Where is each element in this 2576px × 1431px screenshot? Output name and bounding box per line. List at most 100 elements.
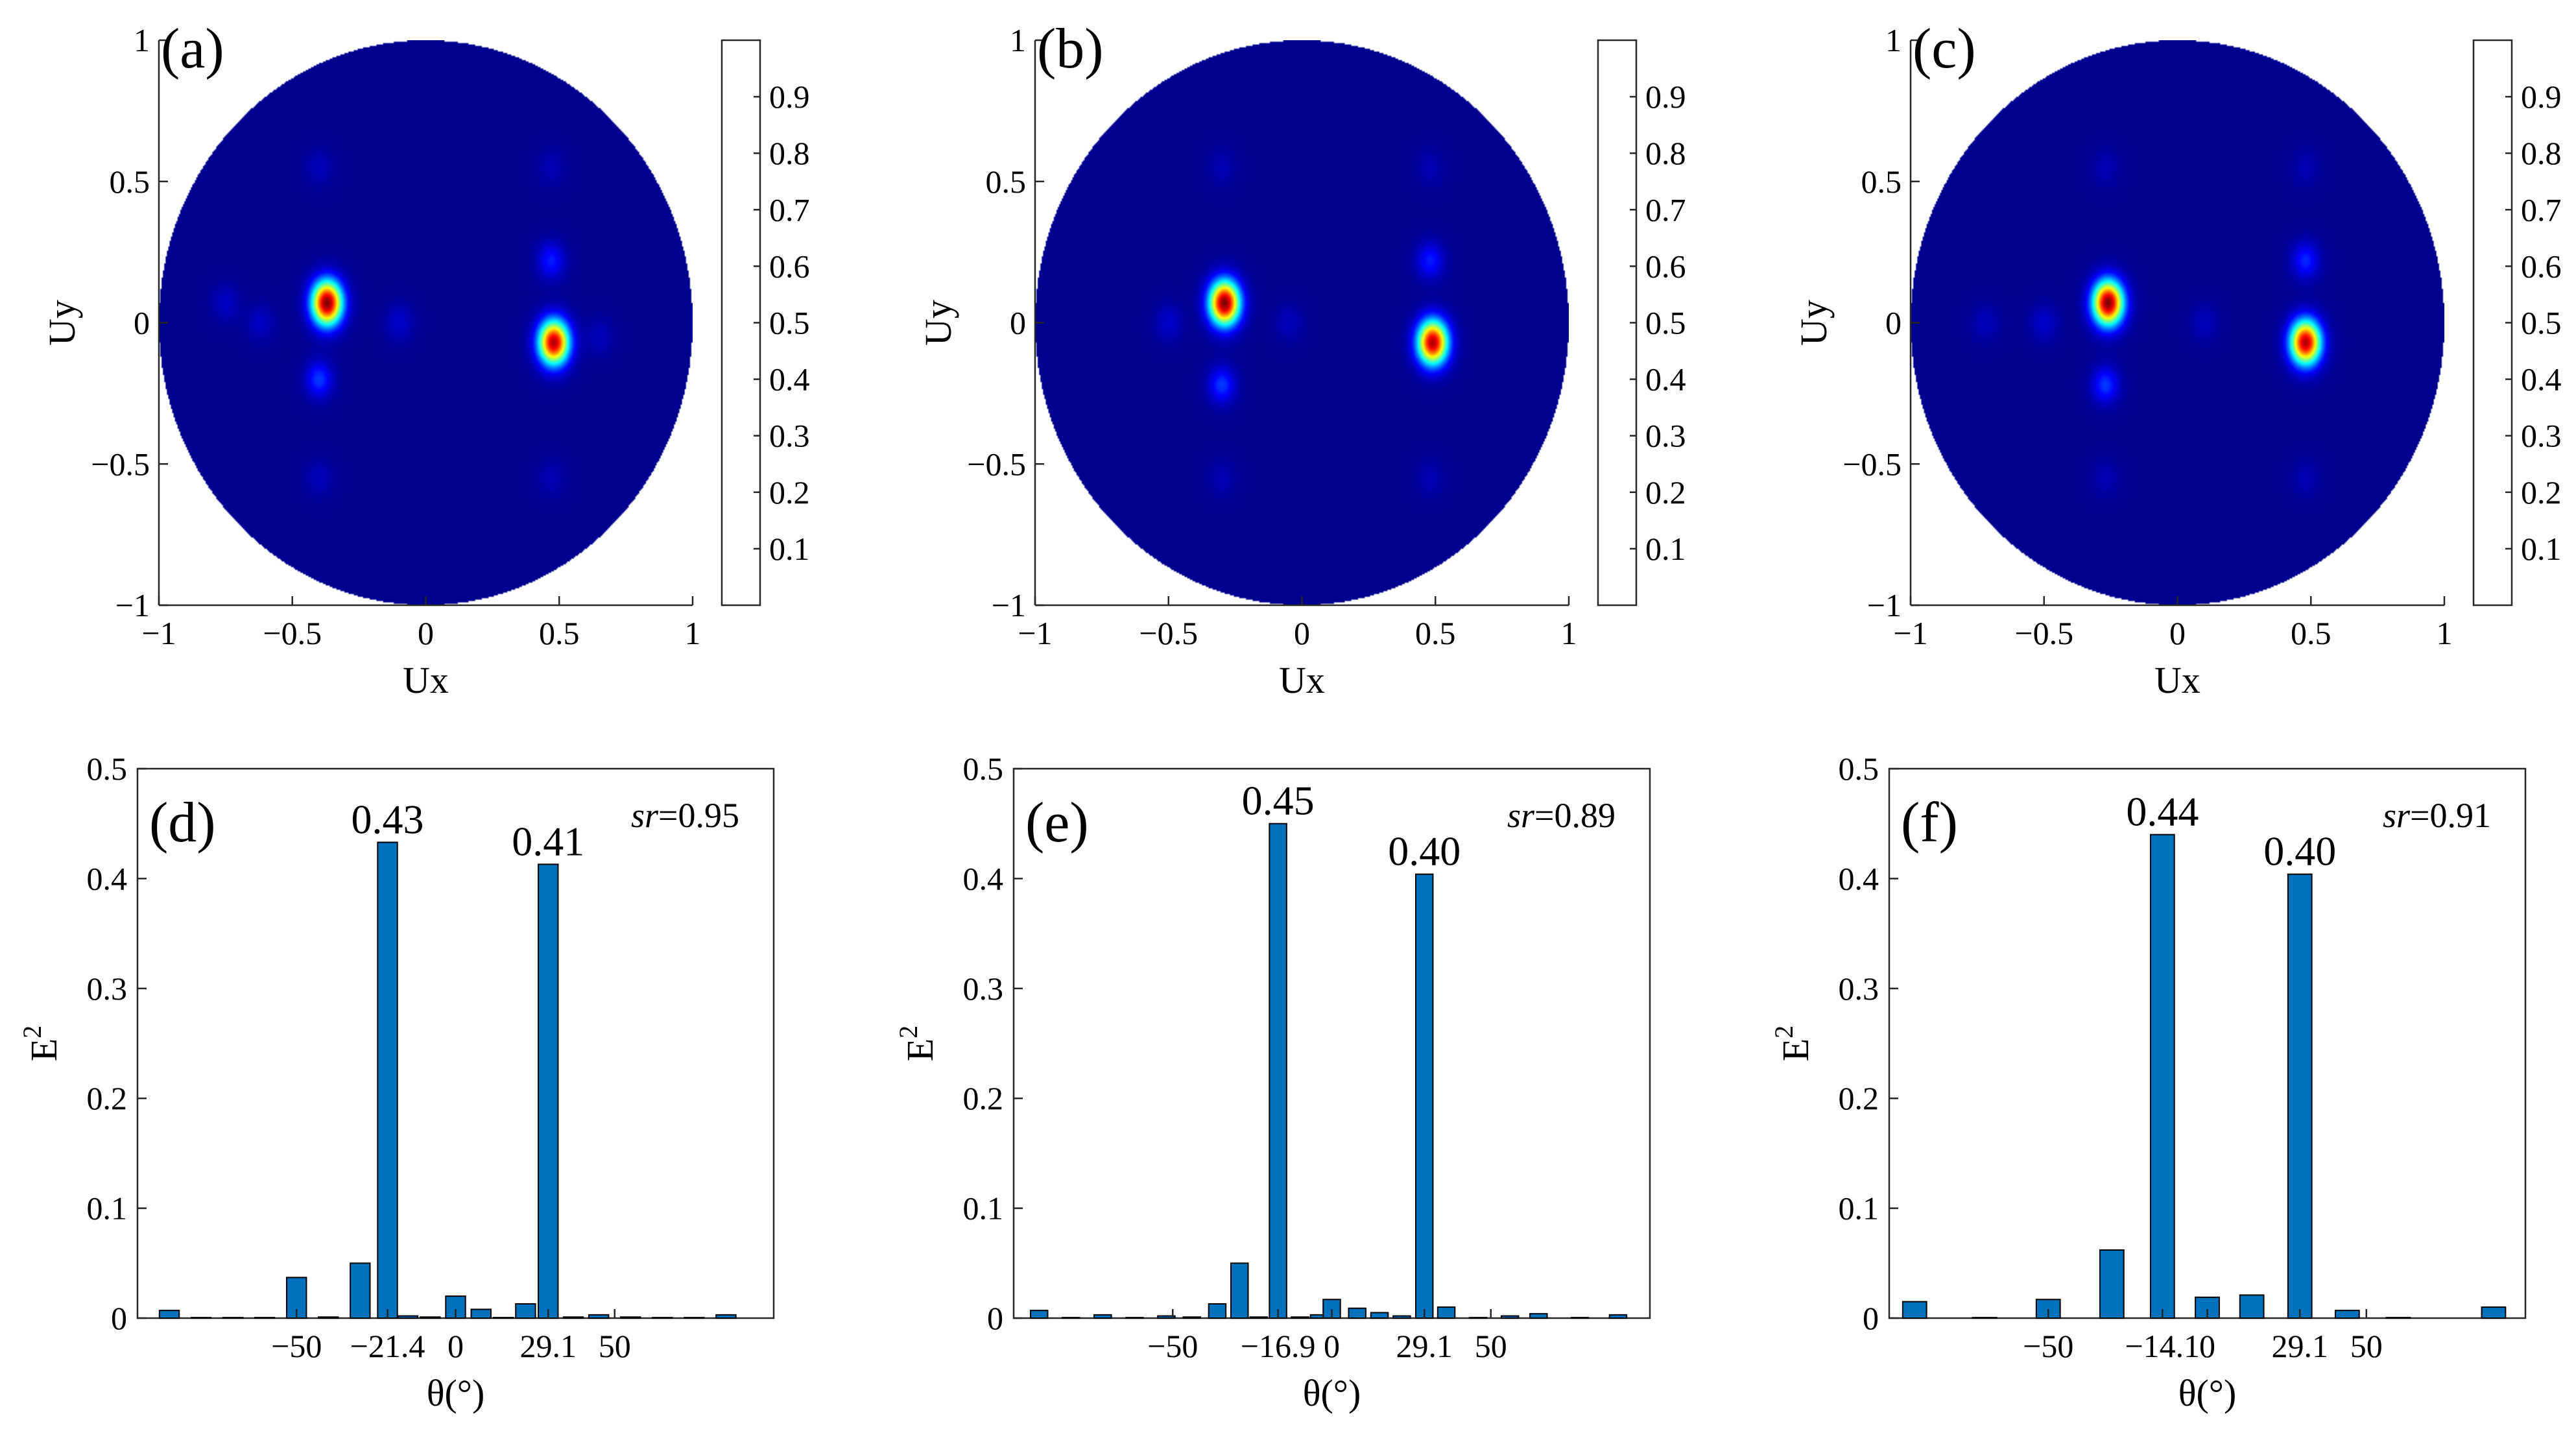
y-tick-label: −0.5	[91, 446, 150, 482]
bar	[1029, 1310, 1049, 1319]
x-tick-label: 29.1	[2271, 1328, 2328, 1364]
x-tick-label: −50	[1147, 1328, 1198, 1364]
y-tick-label: 0.1	[963, 1190, 1004, 1227]
y-tick-label: 0	[1863, 1300, 1879, 1336]
sr-value: =0.91	[2410, 796, 2491, 835]
y-axis-label-base: E	[1774, 1039, 1817, 1061]
bar	[350, 1262, 371, 1319]
y-tick-label: 0.5	[1839, 751, 1879, 787]
colorbar-tick-label: 0.3	[1645, 418, 1686, 454]
colorbar-tick-label: 0.4	[769, 361, 810, 398]
sr-value: =0.89	[1534, 796, 1616, 835]
bar	[715, 1314, 737, 1319]
panel-label: (a)	[161, 18, 224, 80]
y-tick-label: 0.2	[87, 1080, 128, 1116]
bar	[1230, 1262, 1249, 1319]
colorbar-tick-label: 0.3	[769, 418, 810, 454]
sr-symbol: sr	[2383, 796, 2411, 835]
y-tick-label: 0	[1010, 305, 1026, 341]
bar	[1570, 1317, 1590, 1319]
x-tick-label: −1	[141, 615, 176, 651]
bar	[1392, 1315, 1411, 1319]
heatmap-panel-b: −1 −0.5 0 0.5 1 −1 −0.5 0 0.5 1 Ux Uy (b) 0.1 0.2 0.3 0.…	[917, 18, 1686, 701]
bar	[588, 1314, 610, 1319]
y-axis-label: E2	[894, 1026, 941, 1061]
bar	[254, 1317, 276, 1319]
sr-label: sr=0.89	[1507, 796, 1616, 835]
bar-value-label: 0.40	[1388, 828, 1461, 874]
colorbar-tick-label: 0.6	[2521, 248, 2562, 284]
y-tick-label: 1	[1885, 22, 1902, 58]
colorbar-tick-label: 0.1	[769, 531, 810, 567]
axes-frame	[1888, 767, 2527, 1319]
y-tick-label: 0.2	[1839, 1080, 1879, 1116]
x-tick-label: 0	[2199, 1328, 2215, 1364]
y-tick-label: 0.2	[963, 1080, 1004, 1116]
y-tick-label: −1	[1867, 587, 1902, 623]
x-axis-label: Ux	[403, 659, 449, 701]
sr-label: sr=0.91	[2383, 796, 2491, 835]
radiation-pattern-disk	[1035, 40, 1569, 605]
bar	[2239, 1294, 2265, 1319]
x-tick-label: 29.1	[519, 1328, 577, 1364]
bar-panel-d: −50 −21.4 0 29.1 50 0 0.1 0.2 0.3 0.4 0.5 0.43 0.41 s…	[18, 751, 775, 1414]
x-tick-label: −21.4	[350, 1328, 425, 1364]
bar	[1500, 1315, 1520, 1319]
colorbar-tick-label: 0.3	[2521, 418, 2562, 454]
x-tick-label: −1	[1018, 615, 1052, 651]
colorbar-tick-label: 0.7	[2521, 191, 2562, 228]
colorbar-tick-label: 0.1	[1645, 531, 1686, 567]
x-axis-label: θ(°)	[1303, 1372, 1361, 1414]
colorbar-tick-label: 0.8	[2521, 135, 2562, 171]
panel-label: (f)	[1901, 791, 1958, 854]
y-axis-label-superscript: 2	[894, 1026, 923, 1039]
x-axis-label: Ux	[2154, 659, 2200, 701]
y-axis-label-superscript: 2	[1769, 1026, 1798, 1039]
x-tick-label: 0.5	[1415, 615, 1456, 651]
bar	[2287, 873, 2313, 1319]
bar	[1157, 1315, 1176, 1319]
bar	[2149, 834, 2175, 1319]
x-tick-label: 0	[447, 1328, 464, 1364]
bar	[515, 1303, 536, 1319]
bar	[1468, 1317, 1488, 1319]
bar	[318, 1316, 339, 1319]
x-tick-label: 0	[1294, 615, 1310, 651]
radiation-pattern-disk	[1911, 40, 2444, 605]
sr-label: sr=0.95	[631, 796, 739, 835]
y-axis-label-base: E	[899, 1039, 941, 1061]
x-axis-label: θ(°)	[427, 1372, 485, 1414]
x-tick-label: −0.5	[1139, 615, 1198, 651]
x-tick-label: 0	[418, 615, 434, 651]
y-tick-label: −1	[115, 587, 150, 623]
bar	[2099, 1249, 2125, 1319]
y-tick-label: −1	[992, 587, 1026, 623]
colorbar-tick-label: 0.7	[769, 191, 810, 228]
bar	[1414, 873, 1434, 1319]
colorbar-tick-label: 0.5	[769, 305, 810, 341]
y-tick-label: 0.5	[110, 163, 150, 200]
y-tick-label: 0	[111, 1300, 127, 1336]
bar	[1062, 1317, 1080, 1319]
colorbar-tick-label: 0.6	[769, 248, 810, 284]
bar	[377, 841, 398, 1319]
x-tick-label: 0	[1324, 1328, 1340, 1364]
sr-symbol: sr	[1507, 796, 1535, 835]
bar	[1437, 1306, 1456, 1319]
sr-value: =0.95	[658, 796, 739, 835]
colorbar-tick-label: 0.8	[769, 135, 810, 171]
y-tick-label: 0.1	[87, 1190, 128, 1227]
x-tick-label: 0.5	[539, 615, 580, 651]
sr-symbol: sr	[631, 796, 659, 835]
bar	[2481, 1306, 2507, 1319]
y-axis-label-base: E	[23, 1039, 65, 1061]
bar	[1291, 1316, 1309, 1319]
colorbar-tick-label: 0.5	[1645, 305, 1686, 341]
x-tick-label: −50	[2023, 1328, 2073, 1364]
colorbar-tick-label: 0.2	[1645, 474, 1686, 511]
y-axis-label: Uy	[1793, 300, 1835, 346]
x-tick-label: −50	[271, 1328, 322, 1364]
bar	[1249, 1316, 1268, 1319]
y-tick-label: −0.5	[1843, 446, 1902, 482]
